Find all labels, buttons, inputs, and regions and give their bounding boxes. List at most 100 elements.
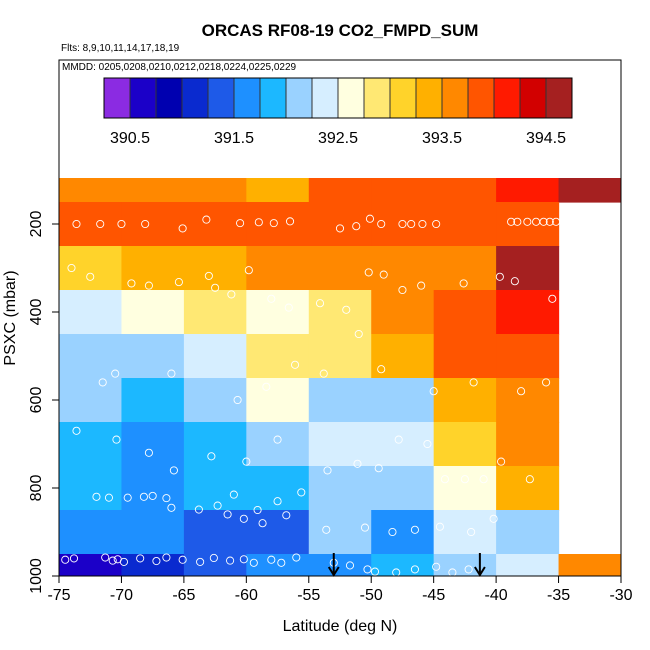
observation-point [370, 567, 380, 576]
observation-point [117, 219, 126, 229]
x-tick-label: -75 [47, 587, 70, 604]
observation-point [285, 217, 295, 226]
colorbar-swatch [182, 78, 209, 118]
observation-point [360, 523, 370, 532]
observation-point [178, 224, 187, 233]
heatmap-cell [496, 178, 560, 203]
observation-point [204, 271, 213, 280]
observation-point [290, 360, 300, 369]
observation-point [269, 219, 278, 228]
observation-point [148, 491, 157, 500]
heatmap-cell [433, 554, 497, 576]
observation-point [209, 553, 218, 563]
observation-point [497, 457, 506, 466]
observation-point [207, 452, 216, 461]
heatmap-cell [496, 510, 560, 555]
heatmap-cell [308, 466, 372, 511]
y-axis-label: PSXC (mbar) [2, 270, 19, 365]
heatmap-cell [371, 466, 435, 511]
observation-point [517, 387, 526, 396]
heatmap-cell [183, 510, 247, 555]
x-tick-label: -70 [110, 587, 133, 604]
colorbar-tick-labels: 390.5 391.5 392.5 393.5 394.5 [110, 130, 566, 147]
observation-point [429, 387, 438, 396]
observation-point [539, 217, 548, 226]
heatmap-cell [371, 554, 435, 576]
observation-point [277, 558, 286, 567]
observation-point [72, 219, 81, 229]
observation-point [323, 466, 332, 475]
observation-point [374, 464, 383, 473]
heatmap-cell [308, 510, 372, 555]
heatmap-cells [59, 178, 621, 576]
observation-point [112, 435, 121, 444]
observation-point [226, 556, 235, 565]
heatmap-cell [433, 334, 497, 379]
observation-point [196, 557, 205, 566]
heatmap-cell [59, 202, 123, 247]
colorbar-swatch [130, 78, 157, 118]
heatmap-cell [121, 178, 185, 203]
observation-point [61, 555, 70, 564]
observation-point [542, 378, 551, 387]
heatmap-cell [59, 178, 123, 203]
heatmap-cell [308, 290, 372, 335]
heatmap-cell [558, 178, 621, 203]
heatmap-cell [59, 422, 123, 467]
heatmap-cell [308, 178, 372, 203]
observation-point [282, 511, 291, 520]
heatmap-cell [246, 246, 310, 291]
heatmap-cell [183, 202, 247, 247]
heatmap-cell [371, 290, 435, 335]
heatmap-cell [183, 290, 247, 335]
observation-point [273, 435, 282, 444]
heatmap-cell [246, 422, 310, 467]
observation-point [489, 514, 498, 523]
observation-point [239, 514, 248, 523]
y-tick-label: 200 [28, 211, 45, 238]
observation-point [178, 555, 187, 564]
observation-point [254, 218, 263, 227]
y-tick-label: 400 [28, 299, 45, 326]
x-tick-label: -35 [547, 587, 570, 604]
heatmap-cell [246, 202, 310, 247]
heatmap-cell [496, 422, 560, 467]
colorbar-frame [103, 77, 573, 119]
heatmap-cell [59, 378, 123, 423]
observation-point [267, 555, 276, 564]
colorbar-swatch [286, 78, 313, 118]
observation-point [448, 568, 457, 576]
observation-point [589, 217, 598, 226]
heatmap-cell [496, 334, 560, 379]
observation-point [292, 553, 301, 562]
observation-point [249, 558, 258, 567]
observation-point [273, 497, 282, 506]
heatmap-cell [308, 378, 372, 423]
y-tick-label: 600 [28, 387, 45, 414]
heatmap-cell [308, 334, 372, 379]
observation-point [244, 266, 253, 275]
colorbar-tick-label: 394.5 [526, 130, 566, 147]
observation-point [599, 217, 608, 226]
observation-point [388, 527, 397, 537]
heatmap-cell [308, 554, 372, 576]
observation-point [418, 219, 427, 229]
observation-point [101, 553, 110, 562]
observation-point [363, 565, 372, 574]
observation-point [211, 283, 220, 292]
observation-point [435, 522, 444, 531]
heatmap-cell [433, 246, 497, 291]
heatmap-cell [433, 422, 497, 467]
observation-point [152, 556, 161, 566]
observation-point [379, 270, 388, 279]
colorbar-swatch [338, 78, 365, 118]
observation-point [233, 395, 242, 405]
heatmap-cell [433, 466, 497, 511]
observation-point [72, 426, 81, 435]
observation-point [141, 219, 150, 229]
observation-point [322, 525, 331, 534]
arrow-head [327, 566, 340, 577]
observation-point [495, 272, 504, 281]
heatmap-cell [183, 422, 247, 467]
heatmap-cell [558, 554, 621, 576]
